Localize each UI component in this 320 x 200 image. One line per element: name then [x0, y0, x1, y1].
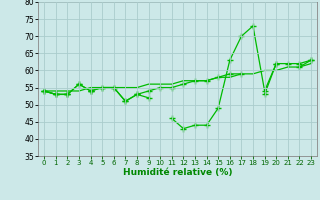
- X-axis label: Humidité relative (%): Humidité relative (%): [123, 168, 232, 177]
